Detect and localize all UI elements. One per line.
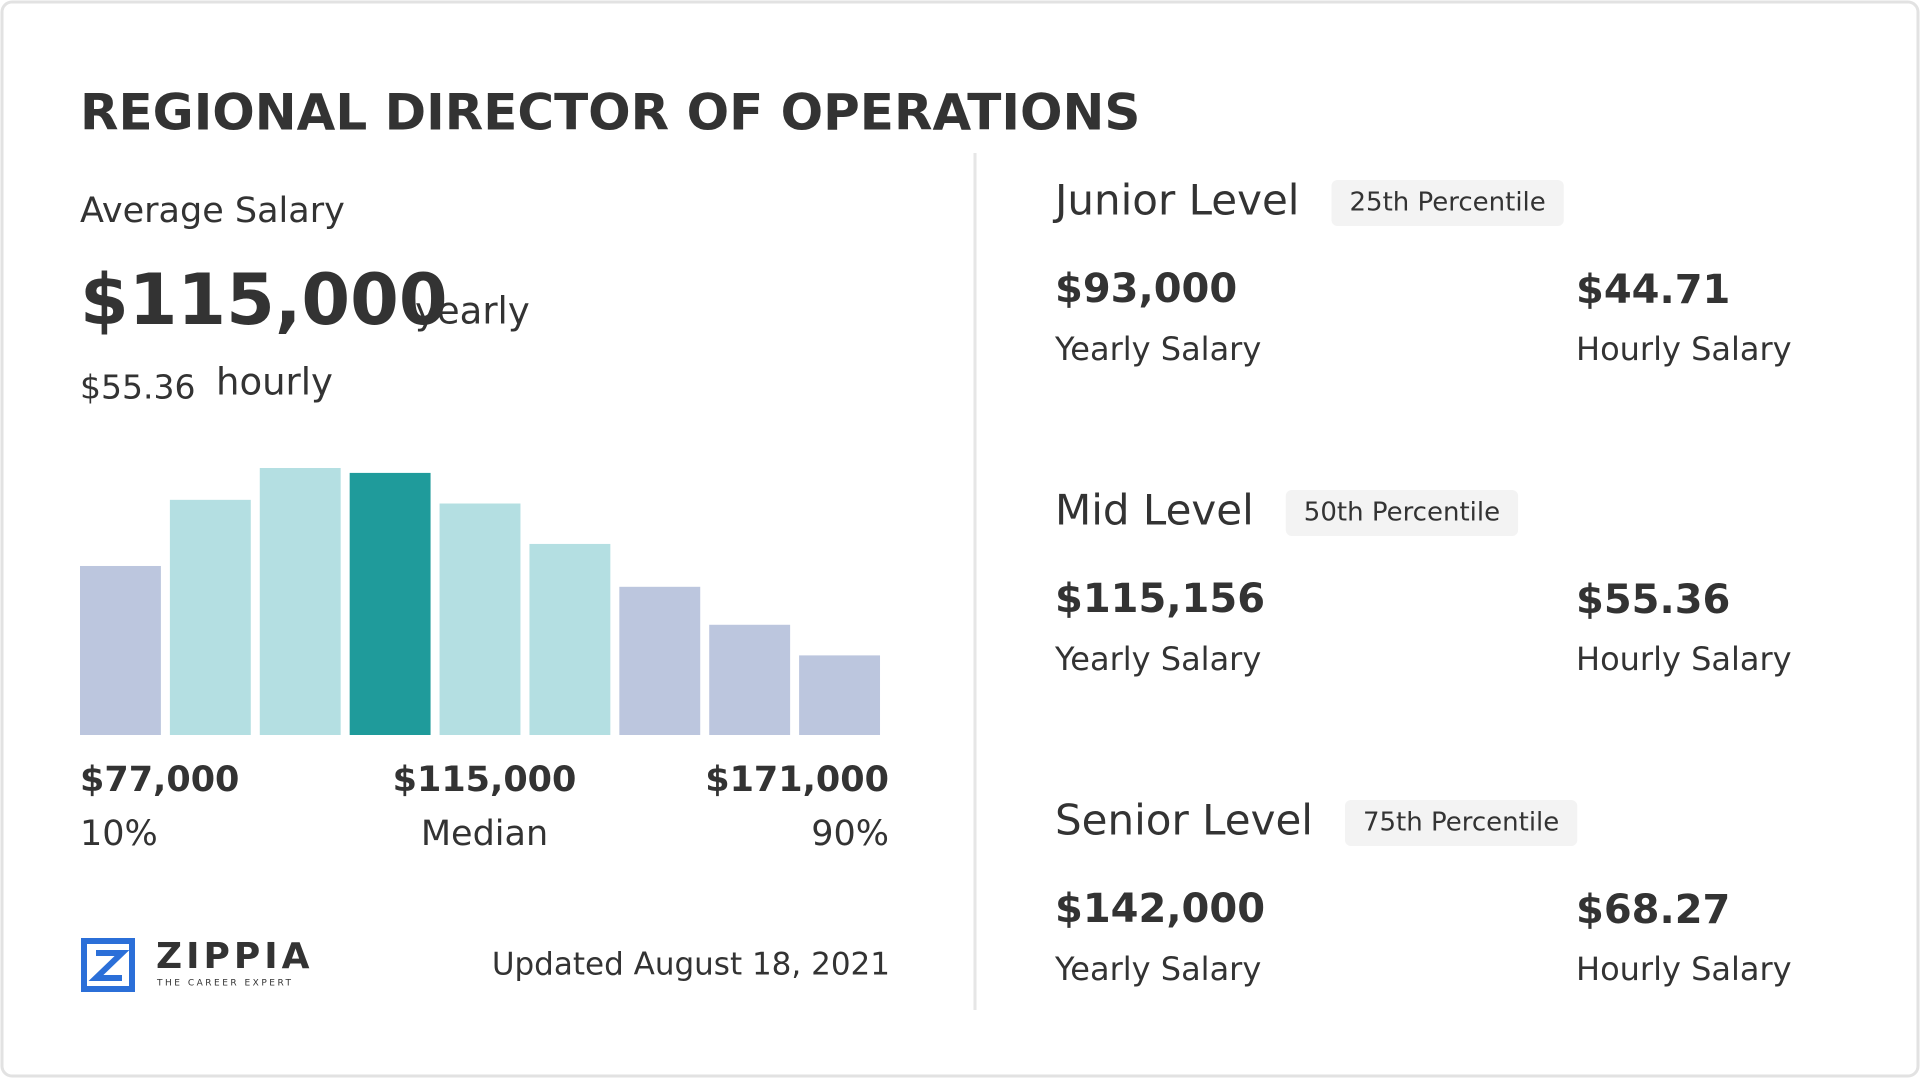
bar: [529, 543, 611, 735]
percentile: 25th Percentile: [1349, 188, 1545, 218]
brand: ZIPPIA: [156, 936, 314, 977]
bar: [799, 655, 881, 735]
percentile-badge: [1285, 490, 1519, 536]
logo-box: [81, 938, 135, 992]
yearly-label: Yearly Salary: [1054, 950, 1261, 988]
logo-z: [88, 950, 130, 981]
bar: [619, 586, 701, 735]
hourly-salary: $68.27: [1576, 887, 1730, 933]
bar: [259, 468, 341, 735]
percentile: 50th Percentile: [1304, 498, 1500, 528]
hourly-label: Hourly Salary: [1576, 330, 1792, 368]
yearly-label: Yearly Salary: [1054, 640, 1261, 678]
range-amount: $115,000: [393, 760, 577, 800]
hourly-label: Hourly Salary: [1576, 640, 1792, 678]
bar: [709, 624, 791, 735]
hourly-label: Hourly Salary: [1576, 950, 1792, 988]
bar: [349, 472, 431, 735]
hourly-salary: $44.71: [1576, 267, 1730, 313]
bar: [80, 565, 161, 735]
yearly-salary: $93,000: [1055, 266, 1237, 312]
bar: [439, 503, 521, 735]
range-amount: $77,000: [80, 760, 239, 800]
range-label: Median: [421, 814, 548, 854]
bar: [169, 499, 251, 735]
average-yearly: $115,000: [80, 259, 448, 341]
title: REGIONAL DIRECTOR OF OPERATIONS: [80, 84, 1140, 142]
yearly-unit: yearly: [415, 290, 530, 333]
updated: Updated August 18, 2021: [492, 947, 890, 983]
tagline: THE CAREER EXPERT: [156, 979, 294, 989]
hourly-salary: $55.36: [1576, 577, 1730, 623]
yearly-label: Yearly Salary: [1054, 330, 1261, 368]
level-name: Senior Level: [1055, 796, 1313, 845]
range-label: 10%: [80, 814, 158, 854]
logo: [81, 938, 135, 992]
level-name: Junior Level: [1052, 176, 1299, 225]
yearly-salary: $142,000: [1055, 886, 1265, 932]
yearly-salary: $115,156: [1055, 576, 1265, 622]
level-name: Mid Level: [1055, 486, 1254, 535]
average-label: Average Salary: [80, 191, 345, 231]
range-label: 90%: [811, 814, 889, 854]
hourly-unit: hourly: [216, 361, 333, 404]
percentile: 75th Percentile: [1363, 808, 1559, 838]
percentile-badge: [1331, 180, 1564, 226]
percentile-badge: [1344, 800, 1578, 846]
average-hourly: $55.36: [80, 368, 195, 407]
range-amount: $171,000: [705, 760, 889, 800]
